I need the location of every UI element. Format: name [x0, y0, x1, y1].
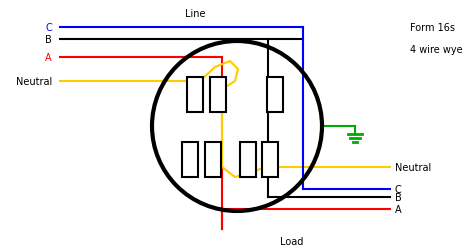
- Bar: [262, 142, 278, 177]
- Text: Form 16s: Form 16s: [410, 23, 455, 33]
- Text: C: C: [45, 23, 52, 33]
- Text: B: B: [45, 35, 52, 45]
- Text: 4 wire wye: 4 wire wye: [410, 45, 463, 55]
- Text: A: A: [46, 53, 52, 63]
- Text: Neutral: Neutral: [395, 162, 431, 172]
- Text: Load: Load: [280, 236, 303, 246]
- Text: C: C: [395, 184, 402, 194]
- Bar: [182, 142, 198, 177]
- Bar: [205, 142, 221, 177]
- Text: Neutral: Neutral: [16, 77, 52, 87]
- Text: B: B: [395, 192, 402, 202]
- Bar: [210, 78, 226, 113]
- Bar: [267, 78, 283, 113]
- Bar: [240, 142, 256, 177]
- Text: A: A: [395, 204, 401, 214]
- Bar: [187, 78, 203, 113]
- Text: Line: Line: [185, 9, 206, 19]
